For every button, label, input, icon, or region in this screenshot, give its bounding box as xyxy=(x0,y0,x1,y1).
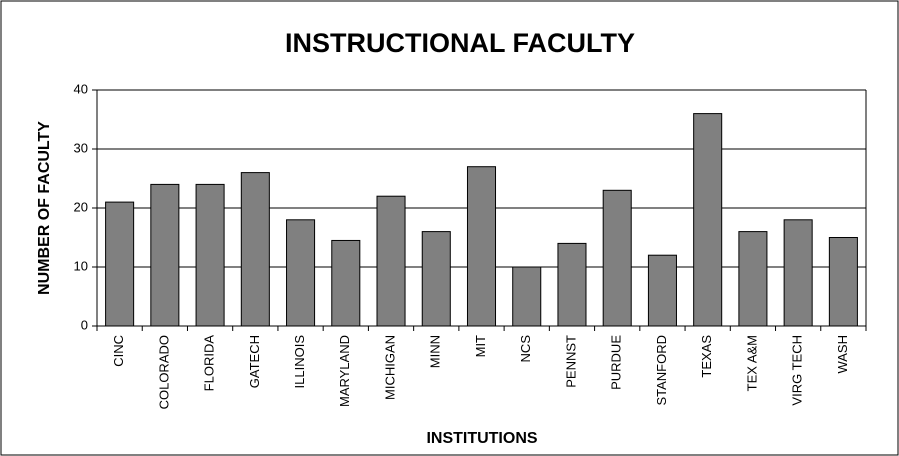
x-tick-label: MARYLAND xyxy=(337,335,352,407)
x-tick-label: STANFORD xyxy=(654,335,669,406)
x-tick-label: COLORADO xyxy=(156,335,171,409)
bar xyxy=(602,189,632,327)
bar xyxy=(783,219,813,327)
bar xyxy=(331,239,361,327)
x-tick-label: CINC xyxy=(111,335,126,367)
bar xyxy=(376,195,406,327)
x-tick-label: NCS xyxy=(518,335,533,363)
x-tick-label: MINN xyxy=(428,335,443,368)
x-tick-label: WASH xyxy=(835,335,850,374)
bar xyxy=(240,172,270,327)
x-tick-label: ILLINOIS xyxy=(292,335,307,389)
x-tick-label: MIT xyxy=(473,335,488,357)
x-tick-label: PENNST xyxy=(563,335,578,388)
bar xyxy=(105,201,135,327)
x-tick-label: MICHIGAN xyxy=(382,335,397,400)
x-tick-label: TEXAS xyxy=(699,335,714,378)
bar xyxy=(421,231,451,327)
bar xyxy=(512,266,542,327)
x-tick-label: VIRG TECH xyxy=(790,335,805,406)
y-tick-label: 20 xyxy=(74,199,88,214)
y-tick-label: 10 xyxy=(74,258,88,273)
y-axis-label: NUMBER OF FACULTY xyxy=(36,121,53,295)
bar xyxy=(647,254,677,327)
x-tick-label: TEX A&M xyxy=(744,335,759,391)
x-tick-label: FLORIDA xyxy=(202,335,217,392)
y-tick-label: 30 xyxy=(74,140,88,155)
bar xyxy=(738,231,768,327)
y-tick-label: 40 xyxy=(74,81,88,96)
bar xyxy=(195,183,225,327)
x-axis-label: INSTITUTIONS xyxy=(426,430,537,447)
x-tick-label: PURDUE xyxy=(609,335,624,390)
bar xyxy=(557,242,587,327)
bar xyxy=(828,237,858,327)
bar xyxy=(150,183,180,327)
x-tick-label: GATECH xyxy=(247,335,262,388)
bar xyxy=(466,166,497,327)
chart-title: INSTRUCTIONAL FACULTY xyxy=(285,28,635,58)
bar xyxy=(286,219,316,327)
bar xyxy=(693,113,723,327)
y-tick-label: 0 xyxy=(81,317,88,332)
